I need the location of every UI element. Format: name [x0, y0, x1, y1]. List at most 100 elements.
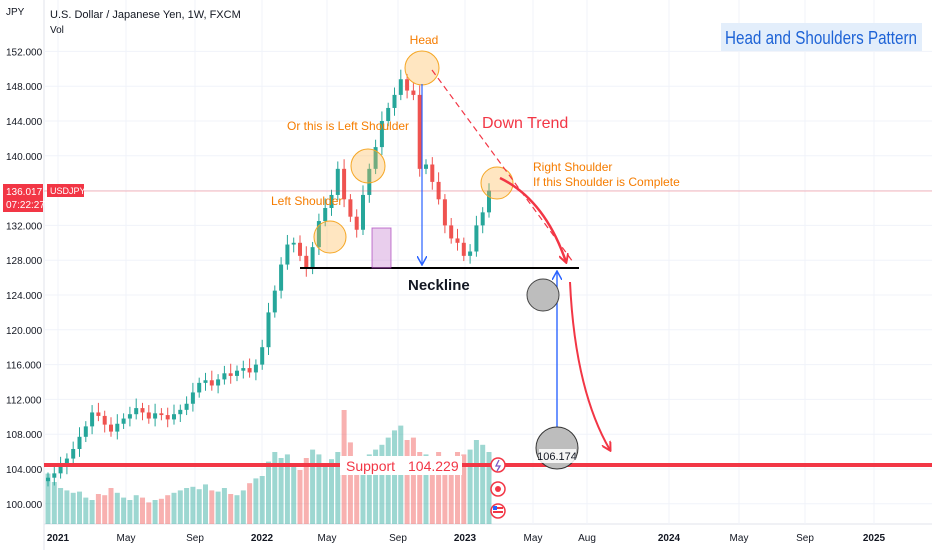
candle-body — [64, 458, 69, 467]
volume-bar — [442, 461, 448, 524]
volume-bar — [140, 497, 145, 524]
candle-body — [291, 242, 296, 245]
candle-body — [58, 466, 63, 474]
volume-bar — [77, 491, 82, 524]
volume-bar — [366, 454, 372, 524]
volume-bar — [203, 484, 208, 524]
candle-body — [348, 199, 353, 217]
y-tick-label: 104.000 — [6, 465, 43, 476]
volume-bar — [165, 495, 171, 524]
volume-bar — [347, 442, 353, 524]
price-label-timer: 07:22:27 — [6, 200, 45, 211]
candle-body — [134, 408, 139, 415]
volume-bar — [266, 461, 271, 524]
title-box — [721, 23, 922, 51]
x-tick-label: 2025 — [863, 533, 886, 544]
candle-body — [310, 247, 315, 269]
x-tick-label: 2023 — [454, 533, 477, 544]
candle-body — [260, 347, 265, 365]
left-shoulder-label: Left Shoulder — [271, 194, 342, 208]
volume-bar — [70, 492, 76, 524]
candle-body — [165, 415, 170, 420]
record-icon[interactable] — [490, 481, 506, 497]
neckline-break-circle — [526, 278, 560, 312]
candle-body — [442, 199, 447, 226]
alt-left-shoulder-label: Or this is Left Shoulder — [287, 119, 409, 133]
volume-bar — [51, 482, 57, 524]
candle-body — [127, 414, 132, 419]
volume-bar — [480, 444, 486, 524]
volume-bar — [303, 458, 309, 524]
candle-body — [121, 418, 126, 424]
volume-bar — [429, 458, 435, 524]
volume-bar — [448, 456, 454, 524]
candle-body — [430, 164, 435, 182]
volume-bar — [158, 498, 164, 524]
volume-bar — [360, 464, 366, 524]
x-tick-label: Sep — [796, 533, 814, 544]
candle-body — [266, 312, 271, 348]
candle-body — [71, 448, 76, 459]
right-shoulder-circle — [480, 166, 514, 200]
volume-bar — [417, 452, 423, 524]
volume-bar — [392, 430, 397, 524]
candle-body — [480, 212, 485, 226]
candle-body — [398, 79, 403, 95]
candle-body — [247, 368, 252, 373]
volume-bar — [234, 495, 240, 524]
x-tick-label: 2022 — [251, 533, 274, 544]
volume-bar — [467, 449, 473, 524]
flag-icon[interactable] — [490, 503, 506, 519]
candle-body — [342, 168, 347, 200]
volume-bar — [64, 490, 70, 524]
candle-body — [424, 164, 428, 169]
volume-bar — [404, 440, 410, 524]
symbol-title[interactable]: U.S. Dollar / Japanese Yen, 1W, FXCM — [50, 9, 241, 21]
candle-body — [90, 412, 95, 427]
candle-body — [222, 373, 227, 380]
target-label-bg — [539, 449, 576, 463]
candle-body — [386, 107, 391, 121]
volume-bar — [196, 489, 202, 524]
candle-body — [379, 121, 384, 148]
support-value: 104.229 — [408, 458, 459, 474]
candle-body — [197, 382, 202, 393]
volume-bar — [89, 500, 95, 524]
candle-body — [184, 403, 189, 410]
alt-left-shoulder-circle — [350, 148, 386, 184]
y-tick-label: 140.000 — [6, 152, 43, 163]
alert-icon[interactable] — [490, 457, 506, 473]
volume-bar — [259, 476, 265, 524]
candle-body — [102, 415, 107, 425]
candle-body — [468, 251, 473, 256]
candle-body — [335, 168, 340, 195]
y-tick-label: 108.000 — [6, 430, 43, 441]
candle-body — [83, 426, 88, 437]
candle-body — [228, 373, 233, 376]
volume-bar — [455, 452, 460, 524]
x-tick-label: May — [730, 533, 749, 544]
volume-bar — [473, 440, 479, 524]
candle-body — [329, 194, 334, 208]
y-tick-label: 100.000 — [6, 500, 43, 511]
candle-body — [279, 264, 284, 291]
candle-body — [455, 238, 460, 243]
volume-bar — [423, 454, 429, 524]
volume-bar — [335, 452, 341, 524]
candle-body — [216, 379, 221, 386]
candle-body — [461, 242, 466, 256]
candle-body — [178, 409, 183, 415]
candle-body — [405, 79, 410, 91]
candle-body — [417, 94, 422, 169]
y-tick-label: 132.000 — [6, 221, 43, 232]
volume-bar — [354, 458, 360, 524]
candle-body — [285, 244, 290, 265]
volume-bar — [45, 473, 51, 524]
volume-bar — [121, 497, 127, 524]
x-tick-label: May — [318, 533, 337, 544]
candle-body — [109, 424, 113, 432]
volume-bar — [322, 464, 328, 524]
x-tick-label: Aug — [578, 533, 596, 544]
symbol-label: USDJPY — [50, 186, 86, 196]
